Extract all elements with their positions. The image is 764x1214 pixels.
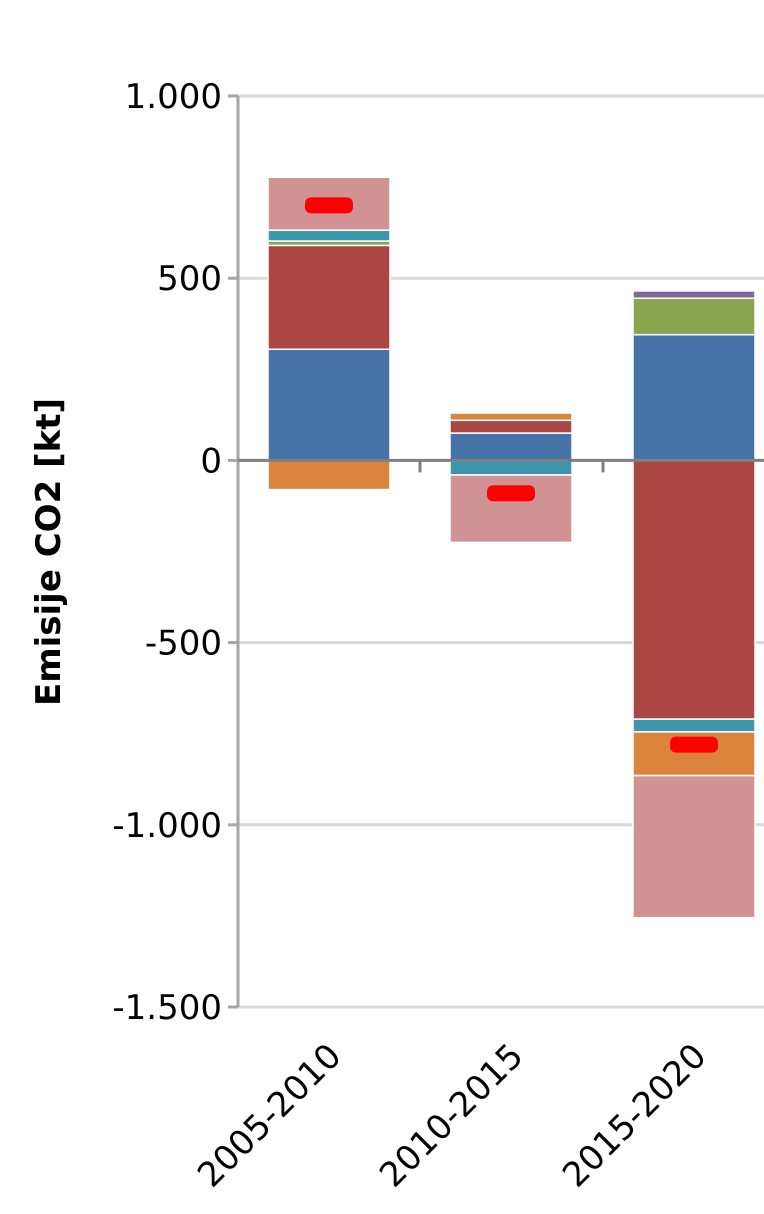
x-category-label: 2015-2020: [555, 1036, 714, 1195]
bar-segment: [449, 432, 573, 462]
x-category-label: 2005-2010: [190, 1036, 349, 1195]
y-tick-label: -500: [145, 624, 222, 664]
y-tick-label: 1.000: [125, 77, 222, 117]
y-tick-label: -1.500: [112, 988, 222, 1028]
bar-segment: [449, 412, 573, 422]
bars: [267, 176, 756, 919]
bar-segment: [267, 459, 391, 491]
bar-segment: [267, 348, 391, 462]
bar-segment: [267, 229, 391, 242]
bar-segment: [632, 459, 756, 720]
bar-segment: [449, 419, 573, 434]
bar-segment: [267, 244, 391, 351]
axes: [228, 94, 764, 1009]
y-tick-label: 500: [157, 259, 222, 299]
bar-segment: [632, 297, 756, 336]
net-marker: [487, 485, 535, 502]
bar-segment: [449, 474, 573, 544]
bar-segment: [632, 774, 756, 919]
y-tick-label: -1.000: [112, 806, 222, 846]
y-tick-label: 0: [200, 441, 222, 481]
bar-segment: [632, 333, 756, 462]
net-markers: [305, 197, 718, 753]
tick-labels: 1.000 500 0 -500 -1.000 -1.500 2005-2010 2010-2…: [112, 77, 714, 1195]
net-marker: [670, 736, 718, 753]
net-marker: [305, 197, 353, 214]
bar-segment: [632, 718, 756, 733]
bar-segment: [449, 459, 573, 476]
x-category-label: 2010-2015: [372, 1036, 531, 1195]
y-axis-title: Emisije CO2 [kt]: [29, 398, 69, 706]
bar-segment: [632, 290, 756, 299]
